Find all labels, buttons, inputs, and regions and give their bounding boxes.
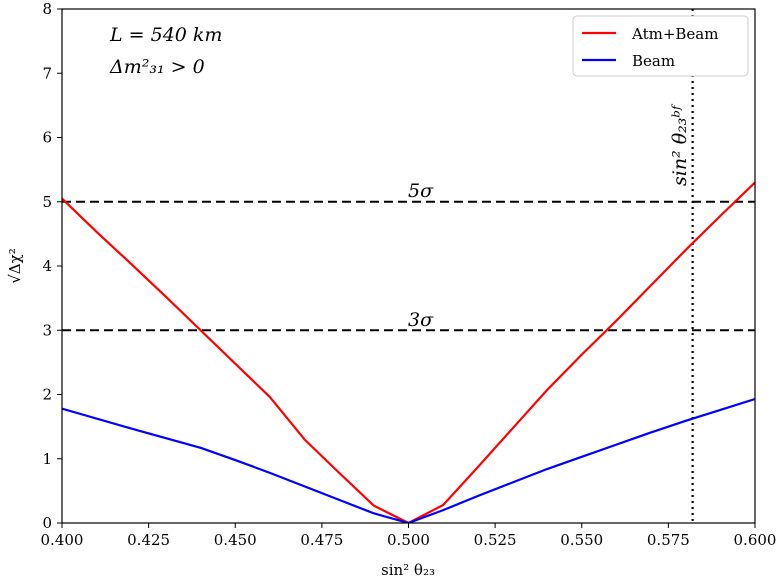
five-sigma-label: 5σ: [408, 180, 434, 202]
y-tick-label: 7: [42, 64, 52, 82]
y-tick-label: 2: [42, 386, 52, 404]
x-tick-label: 0.450: [214, 531, 257, 549]
legend-box: [572, 15, 749, 77]
legend-label-beam: Beam: [632, 52, 675, 70]
y-tick-label: 1: [42, 450, 52, 468]
legend-label-atm-beam: Atm+Beam: [631, 25, 718, 43]
y-tick-label: 5: [42, 193, 52, 211]
y-tick-label: 3: [42, 321, 52, 339]
x-tick-label: 0.475: [300, 531, 343, 549]
x-tick-label: 0.525: [474, 531, 517, 549]
bestfit-label: sin² θ₂₃ᵇᶠ: [669, 103, 691, 186]
series-line-beam: [62, 397, 755, 523]
x-tick-label: 0.500: [387, 531, 430, 549]
x-tick-label: 0.600: [734, 531, 777, 549]
y-axis-label: √Δχ²: [6, 248, 24, 284]
three-sigma-label: 3σ: [408, 309, 434, 331]
x-tick-label: 0.425: [127, 531, 170, 549]
y-tick-label: 6: [42, 129, 52, 147]
x-tick-label: 0.550: [560, 531, 603, 549]
legend: Atm+Beam Beam: [572, 15, 749, 77]
annotation-mass-ordering: Δm²₃₁ > 0: [109, 56, 205, 78]
annotation-baseline: L = 540 km: [109, 24, 222, 46]
x-tick-label: 0.400: [41, 531, 84, 549]
y-tick-label: 4: [42, 257, 52, 275]
x-axis-label: sin² θ₂₃: [381, 561, 435, 579]
x-tick-label: 0.575: [647, 531, 690, 549]
series-line-atm-beam: [62, 181, 755, 523]
y-tick-label: 8: [42, 0, 52, 18]
y-tick-label: 0: [42, 514, 52, 532]
plot-background: [62, 9, 755, 523]
